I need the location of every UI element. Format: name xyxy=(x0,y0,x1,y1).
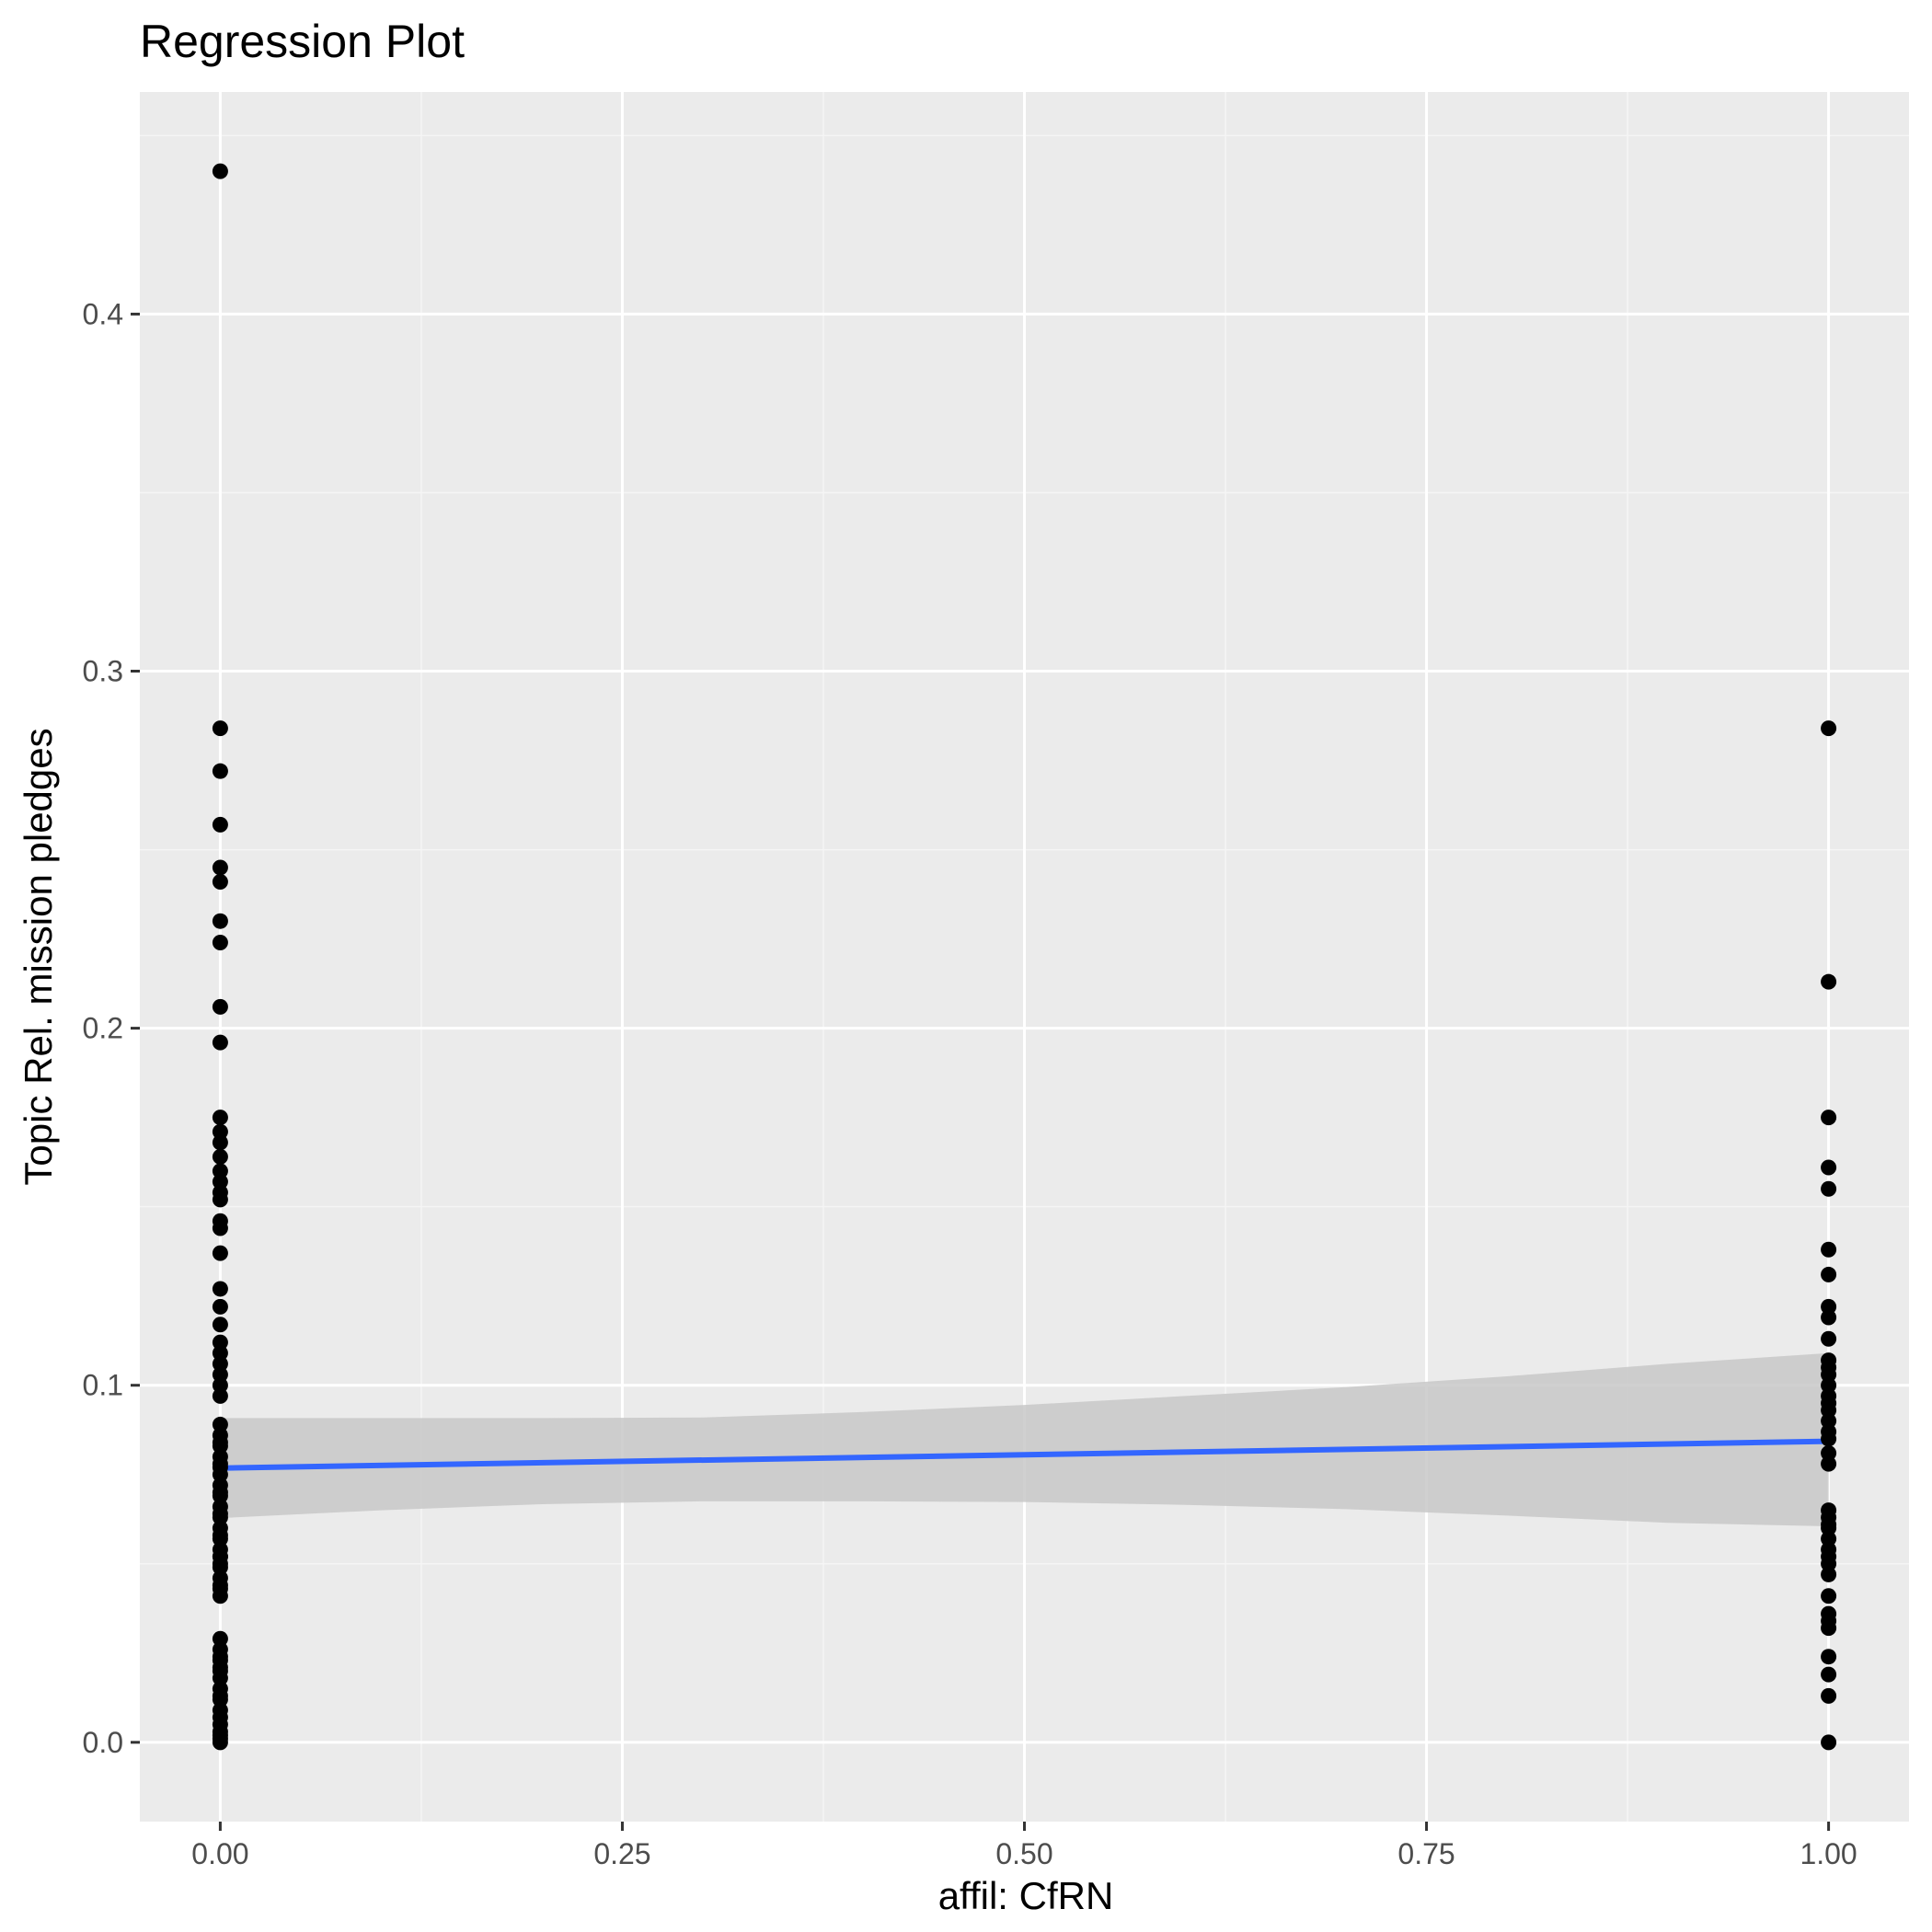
data-point xyxy=(212,1630,228,1647)
data-point xyxy=(212,816,228,833)
data-point xyxy=(212,1034,228,1051)
data-point xyxy=(1821,1734,1837,1751)
data-point xyxy=(212,1455,228,1472)
data-point xyxy=(1821,1649,1837,1665)
data-point xyxy=(212,763,228,779)
data-point xyxy=(1821,1556,1837,1572)
data-point xyxy=(1821,1159,1837,1176)
data-point xyxy=(1821,1431,1837,1447)
data-point xyxy=(1821,1241,1837,1258)
data-point xyxy=(212,1387,228,1404)
data-point xyxy=(212,1334,228,1351)
data-point xyxy=(1821,1687,1837,1704)
y-tick-label: 0.3 xyxy=(83,655,123,688)
data-point xyxy=(212,1649,228,1665)
data-point xyxy=(212,1505,228,1522)
x-tick-label: 0.75 xyxy=(1397,1837,1455,1870)
axes: 0.00 0.25 0.50 0.75 1.00 0.0 0.1 0.2 0.3 0.4 xyxy=(83,297,1857,1870)
data-point xyxy=(212,1134,228,1151)
y-axis-title: Topic Rel. mission pledges xyxy=(17,728,60,1185)
data-point xyxy=(1821,1180,1837,1197)
data-point xyxy=(212,873,228,890)
y-tick-label: 0.1 xyxy=(83,1369,123,1402)
data-points xyxy=(212,163,1837,1751)
data-point xyxy=(1821,1266,1837,1282)
data-point xyxy=(212,1298,228,1315)
x-axis-title: affil: CfRN xyxy=(938,1874,1114,1917)
data-point xyxy=(212,1281,228,1297)
x-tick-label: 1.00 xyxy=(1800,1837,1857,1870)
data-point xyxy=(212,1123,228,1140)
data-point xyxy=(1821,1531,1837,1547)
data-point xyxy=(212,859,228,876)
regression-line-group xyxy=(220,1438,1829,1471)
data-point xyxy=(1821,1588,1837,1604)
data-point xyxy=(212,1659,228,1675)
data-point xyxy=(212,1687,228,1704)
data-point xyxy=(212,934,228,950)
confidence-band-area xyxy=(220,1352,1829,1526)
data-point xyxy=(1821,1620,1837,1637)
data-point xyxy=(212,1163,228,1179)
data-point xyxy=(212,1110,228,1126)
data-point xyxy=(212,1527,228,1544)
data-point xyxy=(1821,1330,1837,1347)
data-point xyxy=(1821,1298,1837,1315)
data-point xyxy=(212,1355,228,1372)
y-tick-label: 0.2 xyxy=(83,1012,123,1045)
data-point xyxy=(1821,1666,1837,1683)
data-point xyxy=(212,1345,228,1362)
data-point xyxy=(212,1245,228,1261)
data-point xyxy=(212,913,228,929)
data-point xyxy=(212,1588,228,1604)
data-point xyxy=(1821,1395,1837,1411)
x-tick-label: 0.50 xyxy=(995,1837,1052,1870)
data-point xyxy=(1821,1110,1837,1126)
data-point xyxy=(212,1577,228,1593)
data-point xyxy=(212,1434,228,1451)
data-point xyxy=(1821,973,1837,990)
data-point xyxy=(1821,1566,1837,1582)
x-tick-label: 0.25 xyxy=(593,1837,650,1870)
data-point xyxy=(212,1317,228,1333)
data-point xyxy=(212,720,228,737)
data-point xyxy=(1821,1444,1837,1461)
y-tick-label: 0.4 xyxy=(83,297,123,330)
data-point xyxy=(212,1556,228,1572)
data-point xyxy=(1821,720,1837,737)
data-point xyxy=(212,1484,228,1501)
data-point xyxy=(212,1220,228,1236)
data-point xyxy=(212,1377,228,1394)
data-point xyxy=(212,1734,228,1751)
data-point xyxy=(1821,1309,1837,1326)
data-point xyxy=(212,1191,228,1208)
y-tick-label: 0.0 xyxy=(83,1726,123,1759)
chart-title: Regression Plot xyxy=(140,16,465,67)
data-point xyxy=(1821,1413,1837,1430)
data-point xyxy=(1821,1377,1837,1394)
data-point xyxy=(212,1148,228,1165)
data-point xyxy=(212,1416,228,1432)
data-point xyxy=(1821,1359,1837,1375)
data-point xyxy=(212,998,228,1015)
confidence-band xyxy=(220,1352,1829,1526)
x-tick-label: 0.00 xyxy=(191,1837,248,1870)
data-point xyxy=(212,1174,228,1190)
data-point xyxy=(212,1466,228,1483)
data-point xyxy=(212,163,228,179)
data-point xyxy=(212,1670,228,1686)
data-point xyxy=(212,1366,228,1383)
data-point xyxy=(1821,1516,1837,1533)
data-point xyxy=(1821,1455,1837,1472)
regression-line xyxy=(220,1438,1829,1471)
